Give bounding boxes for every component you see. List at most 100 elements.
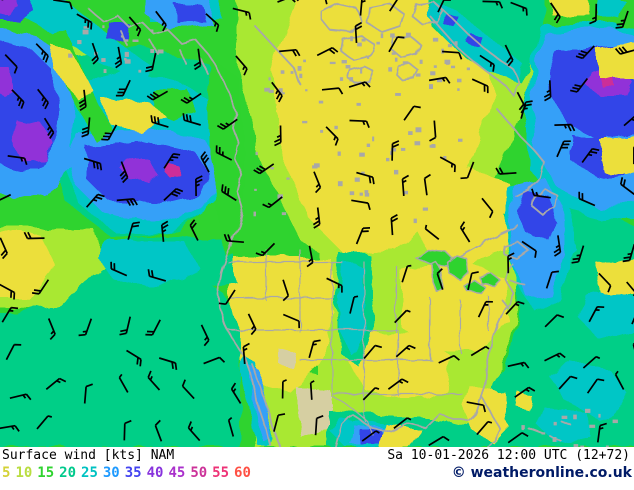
- wind-barb: [282, 279, 290, 302]
- wind-barb: [481, 197, 494, 219]
- wind-barb: [531, 188, 551, 199]
- wind-barb: [91, 42, 99, 65]
- wind-barb: [361, 430, 380, 442]
- wind-barb: [255, 242, 276, 257]
- wind-barb: [355, 227, 371, 245]
- wind-barb: [182, 113, 201, 126]
- wind-barb: [393, 417, 412, 429]
- wind-barb: [631, 317, 634, 325]
- wind-barb: [619, 177, 634, 196]
- wind-barb: [359, 0, 366, 16]
- wind-barb: [76, 13, 93, 30]
- wind-barb: [187, 421, 201, 442]
- wind-barb: [227, 416, 235, 437]
- wind-barb: [391, 140, 400, 161]
- wind-barb: [614, 46, 634, 55]
- wind-barb: [235, 55, 248, 76]
- wind-barb: [45, 377, 67, 390]
- wind-barb: [388, 0, 398, 12]
- wind-barb: [321, 87, 344, 95]
- wind-map[interactable]: [0, 0, 634, 447]
- legend-value: 15: [37, 465, 55, 481]
- wind-barb: [401, 174, 410, 196]
- wind-barb: [460, 161, 475, 180]
- wind-barb: [313, 171, 322, 194]
- wind-barb: [395, 344, 416, 358]
- legend-value: 25: [81, 465, 98, 481]
- wind-barb: [545, 270, 559, 289]
- wind-barb: [1, 306, 19, 323]
- wind-barb: [507, 361, 530, 369]
- wind-barb: [558, 375, 578, 390]
- wind-barb: [614, 370, 625, 390]
- wind-barb: [47, 318, 56, 340]
- wind-barb: [101, 124, 118, 141]
- wind-barb: [316, 46, 339, 57]
- valid-time: Sa 10-01-2026 12:00 UTC (12+72): [387, 448, 630, 463]
- wind-barb: [314, 415, 324, 436]
- wind-barb: [85, 193, 105, 208]
- wind-barb: [23, 231, 45, 240]
- wind-barb: [78, 89, 87, 112]
- wind-barb: [349, 119, 370, 129]
- wind-barb: [622, 243, 634, 263]
- wind-barb: [119, 316, 132, 336]
- wind-barb: [351, 199, 371, 211]
- wind-barb: [150, 115, 169, 128]
- wind-barb: [203, 356, 226, 365]
- wind-barb: [362, 386, 380, 401]
- wind-barb: [83, 157, 103, 171]
- wind-barb: [242, 342, 250, 364]
- wind-barb: [505, 300, 525, 315]
- wind-barb: [7, 155, 28, 166]
- wind-barb: [154, 419, 163, 442]
- copyright: © weatheronline.co.uk: [451, 465, 632, 481]
- wind-barb: [0, 283, 16, 300]
- wind-barb: [0, 237, 8, 260]
- wind-barb: [0, 193, 12, 201]
- wind-barb: [180, 92, 202, 104]
- wind-barb: [5, 343, 22, 361]
- wind-barb: [436, 268, 444, 290]
- wind-barb: [281, 379, 287, 399]
- wind-barb: [471, 78, 489, 94]
- wind-barb: [147, 370, 161, 391]
- wind-barb: [253, 163, 275, 175]
- wind-barb: [479, 54, 495, 72]
- wind-barb: [428, 435, 450, 447]
- wind-barb: [218, 289, 236, 306]
- wind-barb: [78, 318, 93, 337]
- map-area: [0, 0, 634, 447]
- wind-barb: [348, 81, 371, 88]
- wind-barb: [354, 21, 363, 43]
- wind-barb: [467, 271, 479, 291]
- wind-barb: [221, 184, 237, 202]
- wind-barb: [356, 171, 375, 185]
- wind-barb: [282, 313, 301, 329]
- wind-barb: [507, 432, 529, 444]
- wind-barb: [437, 0, 451, 13]
- wind-barb: [543, 80, 552, 102]
- status-bar: Surface wind [kts] NAM Sa 10-01-2026 12:…: [0, 447, 634, 490]
- wind-barb: [438, 354, 460, 364]
- wind-barb: [521, 240, 537, 258]
- wind-barb: [277, 0, 299, 3]
- wind-barb: [424, 224, 440, 240]
- legend-value: 40: [146, 465, 164, 481]
- legend-value: 55: [212, 465, 230, 481]
- wind-barb: [230, 382, 242, 404]
- wind-barb: [556, 140, 571, 158]
- wind-barb: [308, 339, 321, 359]
- wind-barb: [507, 252, 515, 274]
- wind-barb: [35, 43, 49, 63]
- wind-barb: [466, 401, 487, 413]
- wind-barb: [274, 125, 282, 147]
- wind-barb: [312, 207, 321, 229]
- legend-value: 35: [124, 465, 142, 481]
- wind-barb: [163, 153, 181, 169]
- legend-value: 50: [190, 465, 208, 481]
- legend-scale: 5 10 15 20 25 30 35 40 45 50 55 60: [2, 465, 256, 481]
- wind-barb: [271, 81, 283, 103]
- wind-barb: [589, 3, 598, 25]
